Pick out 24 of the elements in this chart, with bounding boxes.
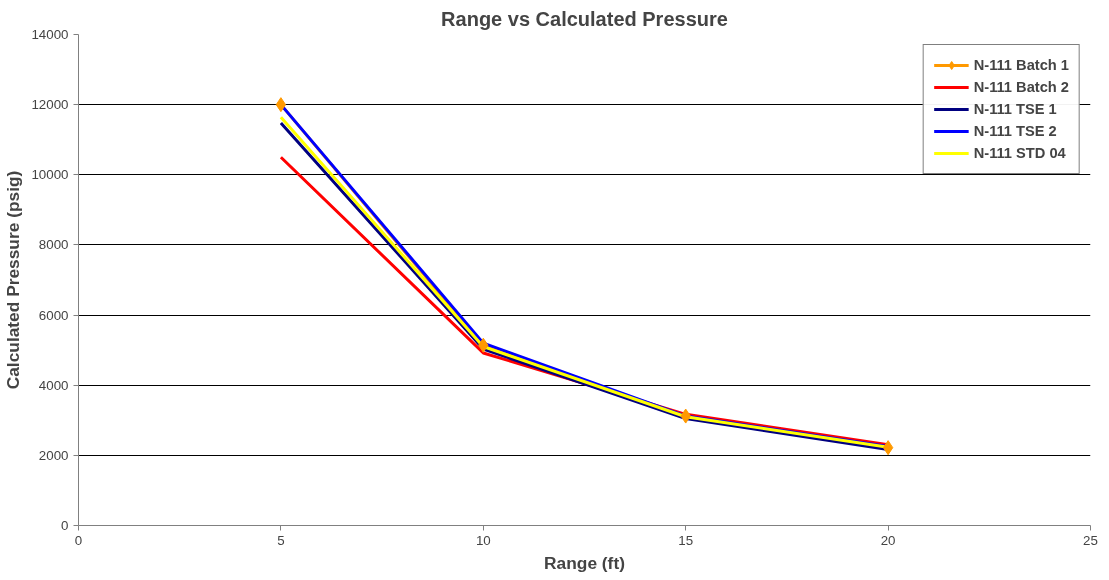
x-tick-label: 25 bbox=[1083, 532, 1098, 548]
chart-title: Range vs Calculated Pressure bbox=[441, 7, 728, 30]
y-tick-label: 8000 bbox=[38, 237, 69, 253]
x-axis-title: Range (ft) bbox=[544, 552, 625, 573]
y-tick-label: 0 bbox=[61, 518, 69, 533]
y-tick-label: 12000 bbox=[31, 97, 69, 113]
legend-label: N-111 Batch 1 bbox=[973, 57, 1069, 73]
y-tick-label: 10000 bbox=[31, 167, 69, 183]
x-tick-label: 10 bbox=[475, 532, 491, 548]
y-tick-label: 6000 bbox=[38, 307, 69, 323]
point bbox=[882, 440, 894, 456]
x-tick-label: 0 bbox=[74, 532, 83, 548]
legend-label: N-111 TSE 2 bbox=[973, 123, 1057, 139]
y-tick-label: 4000 bbox=[38, 377, 69, 393]
y-tick-label: 2000 bbox=[38, 447, 69, 463]
x-tick-label: 20 bbox=[880, 532, 896, 548]
y-axis-title: Calculated Pressure (psig) bbox=[3, 170, 24, 390]
legend-label: N-111 Batch 2 bbox=[973, 79, 1069, 95]
legend-label: N-111 STD 04 bbox=[973, 145, 1066, 161]
point bbox=[275, 97, 287, 113]
legend-label: N-111 TSE 1 bbox=[973, 101, 1057, 117]
x-tick-label: 5 bbox=[277, 532, 285, 548]
x-tick-label: 15 bbox=[678, 532, 694, 548]
y-tick-label: 14000 bbox=[31, 27, 69, 42]
